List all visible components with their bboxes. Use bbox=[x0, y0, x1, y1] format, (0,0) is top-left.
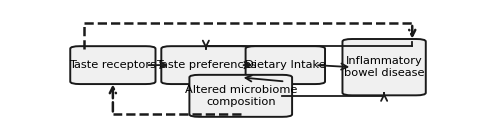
FancyBboxPatch shape bbox=[246, 46, 325, 84]
Text: Taste preferences: Taste preferences bbox=[156, 60, 256, 70]
FancyBboxPatch shape bbox=[190, 75, 292, 117]
Text: Inflammatory
bowel disease: Inflammatory bowel disease bbox=[344, 56, 424, 78]
Text: Taste receptors: Taste receptors bbox=[70, 60, 156, 70]
FancyBboxPatch shape bbox=[342, 39, 426, 95]
Text: Dietary Intake: Dietary Intake bbox=[245, 60, 326, 70]
FancyBboxPatch shape bbox=[162, 46, 250, 84]
Text: Altered microbiome
composition: Altered microbiome composition bbox=[184, 85, 297, 107]
FancyBboxPatch shape bbox=[70, 46, 156, 84]
